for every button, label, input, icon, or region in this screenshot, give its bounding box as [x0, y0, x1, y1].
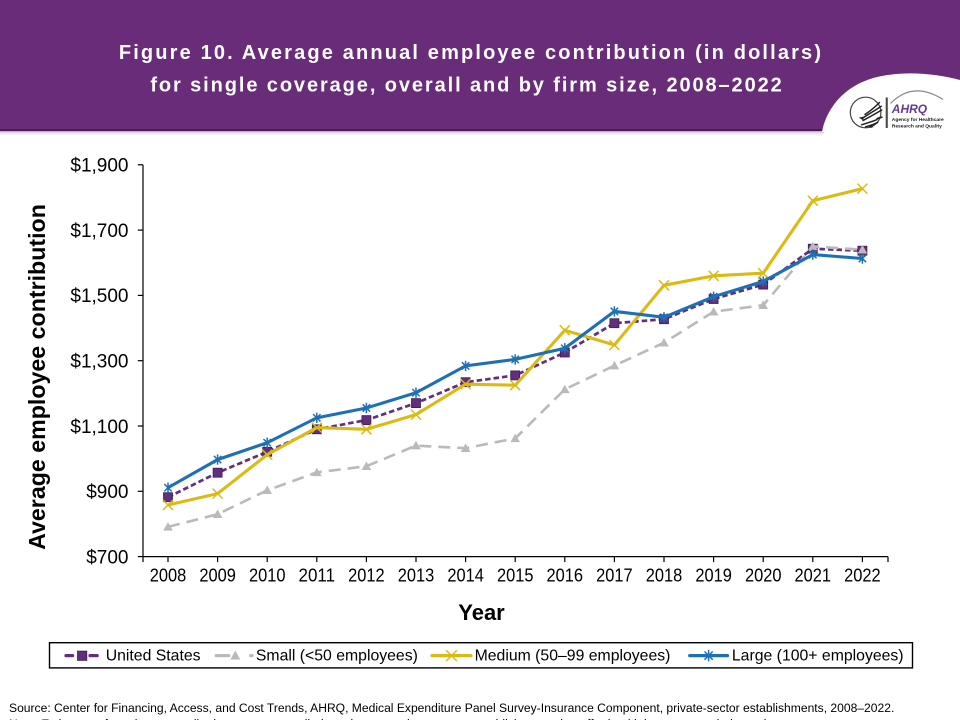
- svg-text:$1,300: $1,300: [70, 352, 128, 373]
- svg-text:2010: 2010: [249, 565, 286, 586]
- svg-text:$1,700: $1,700: [70, 221, 128, 242]
- svg-text:$900: $900: [86, 482, 128, 503]
- svg-text:$700: $700: [86, 547, 128, 568]
- svg-text:Agency for Healthcare: Agency for Healthcare: [892, 117, 944, 123]
- svg-text:2021: 2021: [795, 565, 832, 586]
- svg-text:2008: 2008: [150, 565, 187, 586]
- svg-text:2022: 2022: [844, 565, 881, 586]
- svg-text:Large (100+ employees): Large (100+ employees): [732, 647, 904, 664]
- svg-text:2014: 2014: [447, 565, 484, 586]
- svg-text:2018: 2018: [646, 565, 683, 586]
- svg-text:2019: 2019: [695, 565, 732, 586]
- svg-text:Medium (50–99 employees): Medium (50–99 employees): [475, 647, 671, 664]
- svg-text:Note: Estimates of employee co: Note: Estimates of employee contribution…: [9, 717, 802, 720]
- svg-text:Source: Center for Financing,: Source: Center for Financing, Access, an…: [9, 701, 894, 715]
- svg-text:2020: 2020: [745, 565, 782, 586]
- svg-text:AHRQ: AHRQ: [891, 102, 928, 116]
- svg-text:2009: 2009: [199, 565, 236, 586]
- svg-text:2013: 2013: [398, 565, 435, 586]
- svg-text:$1,100: $1,100: [70, 417, 128, 438]
- svg-text:$1,900: $1,900: [70, 156, 128, 177]
- svg-text:Average employee contribution: Average employee contribution: [24, 204, 50, 550]
- svg-text:Small (<50 employees): Small (<50 employees): [256, 647, 418, 664]
- svg-text:2012: 2012: [348, 565, 385, 586]
- svg-text:Year: Year: [458, 600, 505, 625]
- svg-text:2017: 2017: [596, 565, 633, 586]
- svg-text:Research and Quality: Research and Quality: [892, 123, 942, 129]
- svg-text:2015: 2015: [497, 565, 534, 586]
- svg-text:for single coverage, overall a: for single coverage, overall and by firm…: [150, 75, 783, 97]
- svg-text:2011: 2011: [299, 565, 336, 586]
- svg-text:$1,500: $1,500: [70, 286, 128, 307]
- svg-text:2016: 2016: [547, 565, 584, 586]
- svg-text:United States: United States: [106, 647, 201, 664]
- svg-text:Figure 10. Average annual empl: Figure 10. Average annual employee contr…: [119, 42, 823, 64]
